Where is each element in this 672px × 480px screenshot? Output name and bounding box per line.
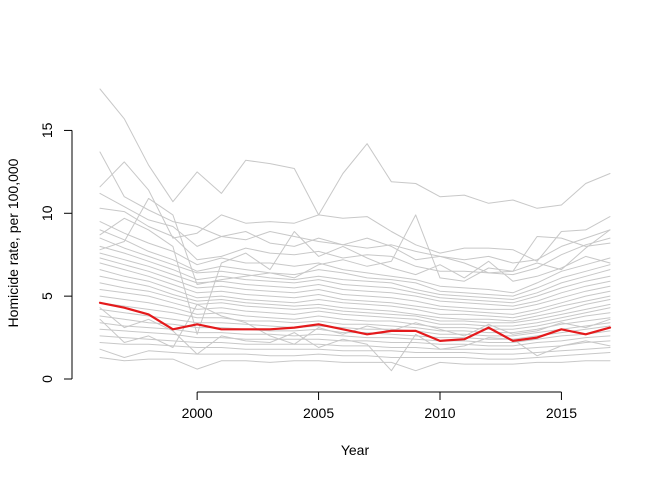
background-series-line-19 xyxy=(99,308,611,337)
background-series-line-22 xyxy=(99,328,611,347)
background-series-line-8 xyxy=(99,237,611,300)
x-tick-label-2015: 2015 xyxy=(546,405,577,421)
y-axis-title: Homicide rate, per 100,000 xyxy=(5,158,21,327)
background-series-line-25 xyxy=(99,348,611,360)
background-series-line-23 xyxy=(99,335,611,350)
x-axis-title: Year xyxy=(341,442,370,458)
y-tick-label-15: 15 xyxy=(39,122,55,138)
background-series-line-17 xyxy=(99,295,611,330)
x-tick-label-2005: 2005 xyxy=(303,405,334,421)
background-series-line-28 xyxy=(99,217,611,335)
background-series-line-2 xyxy=(99,151,611,264)
x-tick-label-2000: 2000 xyxy=(182,405,213,421)
highlight-series-group xyxy=(98,301,612,342)
highlight-series-line xyxy=(98,301,612,342)
background-series-line-18 xyxy=(99,302,611,334)
background-series-line-13 xyxy=(99,269,611,319)
y-tick-label-0: 0 xyxy=(39,375,55,383)
background-series-line-7 xyxy=(99,229,611,297)
background-series-line-9 xyxy=(99,245,611,304)
background-series-line-24 xyxy=(99,342,611,355)
background-series-line-14 xyxy=(99,275,611,322)
y-tick-label-5: 5 xyxy=(39,292,55,300)
background-series-line-4 xyxy=(99,192,611,274)
background-series-line-16 xyxy=(99,289,611,327)
x-tick-label-2010: 2010 xyxy=(424,405,455,421)
background-series-line-29 xyxy=(99,307,611,372)
background-series-line-5 xyxy=(99,207,611,276)
background-series-group xyxy=(99,88,611,372)
background-series-line-27 xyxy=(99,197,611,285)
background-series-line-15 xyxy=(99,282,611,324)
background-series-line-10 xyxy=(99,252,611,307)
y-axis-ticks: 0 5 10 15 xyxy=(39,122,72,383)
x-axis-ticks: 2000 2005 2010 2015 xyxy=(182,392,577,421)
background-series-line-1 xyxy=(99,88,611,216)
background-series-line-21 xyxy=(99,322,611,343)
background-series-line-26 xyxy=(99,357,611,372)
y-tick-label-10: 10 xyxy=(39,205,55,221)
background-series-line-3 xyxy=(99,161,611,262)
background-series-line-11 xyxy=(99,257,611,310)
background-series-line-6 xyxy=(99,221,611,294)
